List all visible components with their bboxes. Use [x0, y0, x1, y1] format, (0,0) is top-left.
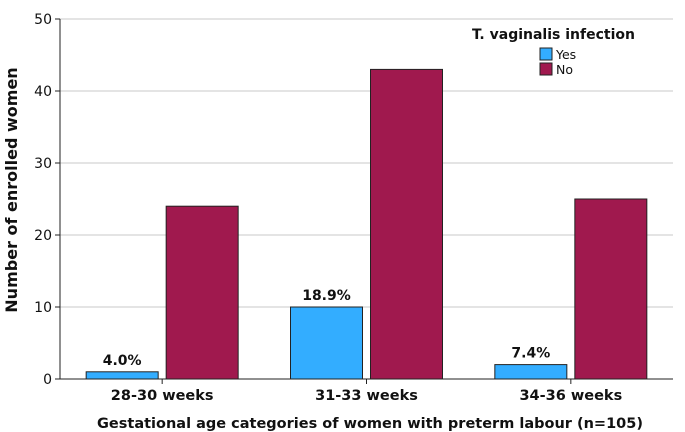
legend-label-no: No — [556, 62, 573, 77]
bar-no-1 — [165, 205, 239, 380]
legend-swatch-yes — [539, 47, 553, 61]
bar-yes-1 — [85, 371, 159, 380]
y-tick-label: 30 — [34, 156, 52, 172]
y-tick-label: 50 — [34, 12, 52, 28]
bar-no-3 — [574, 198, 648, 380]
y-axis-label: Number of enrolled women — [2, 67, 21, 312]
y-tick-label: 10 — [34, 300, 52, 316]
gridlines — [60, 18, 673, 308]
legend-swatch-no — [539, 62, 553, 76]
data-labels: 4.0% 18.9% 7.4% — [103, 288, 550, 369]
data-label: 4.0% — [103, 353, 142, 369]
bar-yes-3 — [494, 364, 568, 380]
y-tick-label: 20 — [34, 228, 52, 244]
y-axis-ticks: 0 10 20 30 40 50 — [34, 12, 60, 388]
x-axis-label: Gestational age categories of women with… — [97, 416, 643, 432]
legend-label-yes: Yes — [555, 47, 576, 62]
bar-no-2 — [370, 68, 443, 380]
x-axis-categories: 28-30 weeks 31-33 weeks 34-36 weeks — [111, 379, 622, 404]
x-category-label: 31-33 weeks — [315, 388, 418, 404]
data-label: 18.9% — [302, 288, 351, 304]
legend-title: T. vaginalis infection — [472, 27, 635, 43]
bar-yes-2 — [290, 306, 363, 380]
x-category-label: 34-36 weeks — [519, 388, 622, 404]
y-tick-label: 0 — [43, 372, 52, 388]
y-tick-label: 40 — [34, 84, 52, 100]
data-label: 7.4% — [511, 346, 550, 362]
x-category-label: 28-30 weeks — [111, 388, 214, 404]
bars — [85, 68, 648, 380]
